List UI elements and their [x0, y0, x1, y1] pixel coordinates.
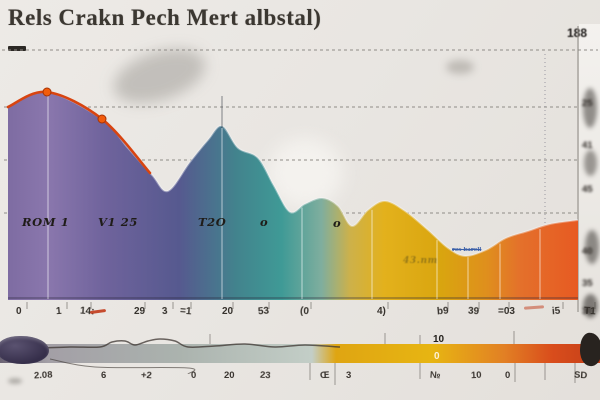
mini-axis-tick-label: SD	[574, 370, 588, 382]
x-axis-tick-label: i5	[552, 306, 561, 318]
right-axis-tick-label: 41	[582, 140, 593, 151]
chart-annotation: 43.nm	[403, 256, 438, 266]
x-axis-tick-label: =03	[498, 306, 515, 317]
mini-band-label: 0	[434, 351, 440, 362]
x-axis-tick-label: 4)	[377, 306, 386, 317]
x-axis-tick-label: 0	[16, 306, 22, 317]
x-axis-tick-label: =1	[180, 306, 192, 318]
x-axis-tick-label: 3	[162, 306, 169, 317]
mini-axis-tick-label: 10	[471, 370, 482, 382]
mini-axis-tick-label: 2.08	[34, 370, 53, 382]
chart-annotation: res barell	[452, 247, 481, 253]
mini-axis-tick-label: №	[430, 370, 441, 382]
right-axis-tick-label: 25	[582, 98, 593, 109]
labels-overlay: ROM 1V1 25T2Ooo43.nmres barell0114:293=1…	[0, 0, 600, 400]
x-axis-tick-label: 29	[134, 306, 145, 317]
mini-axis-tick-label: 3	[346, 370, 351, 381]
red-mark	[524, 305, 544, 309]
mini-axis-tick-label: Œ	[320, 370, 330, 381]
chart-annotation: o	[260, 215, 268, 229]
chart-page: Rels Crakn Pech Mert albstal) 188 ROM 1V…	[0, 0, 600, 400]
x-axis-tick-label: 39	[468, 306, 480, 318]
mini-axis-tick-label: 0	[505, 370, 510, 381]
chart-annotation: V1 25	[98, 215, 138, 229]
chart-annotation: o	[333, 216, 341, 230]
x-axis-tick-label: b9	[437, 306, 450, 318]
x-axis-tick-label: 53	[258, 306, 270, 318]
red-mark	[90, 309, 106, 314]
mini-axis-tick-label: 0	[191, 370, 197, 381]
x-axis-tick-label: 1	[56, 306, 63, 317]
right-axis-tick-label: 35	[582, 278, 593, 289]
right-axis-tick-label: 40	[582, 246, 593, 257]
chart-annotation: ROM 1	[22, 215, 69, 229]
right-axis-tick-label: 45	[582, 184, 593, 195]
mini-axis-tick-label: +2	[141, 370, 153, 382]
right-axis-tick-label: 30	[582, 306, 593, 317]
x-axis-tick-label: (0	[300, 306, 310, 318]
mini-axis-tick-label: 6	[101, 370, 106, 381]
mini-band-label: 10	[433, 334, 444, 345]
x-axis-tick-label: 20	[222, 306, 233, 317]
mini-axis-tick-label: 20	[224, 370, 235, 381]
chart-annotation: T2O	[198, 215, 226, 229]
mini-axis-tick-label: 23	[260, 370, 271, 382]
